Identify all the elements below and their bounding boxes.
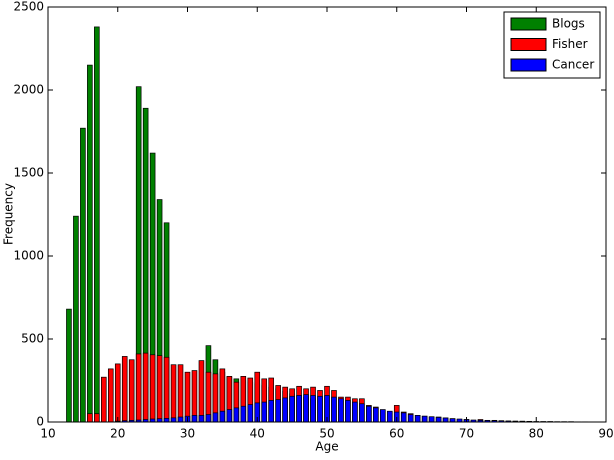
- bar: [269, 400, 274, 422]
- legend-swatch: [511, 39, 546, 51]
- legend-swatch: [511, 18, 546, 30]
- bar: [178, 365, 183, 422]
- x-tick-label: 40: [250, 427, 265, 441]
- x-tick-label: 60: [389, 427, 404, 441]
- y-tick-label: 1000: [13, 249, 44, 263]
- bar: [66, 309, 71, 422]
- bar: [345, 400, 350, 422]
- bar: [115, 364, 120, 422]
- bar: [297, 395, 302, 422]
- x-tick-label: 70: [459, 427, 474, 441]
- bar: [87, 65, 92, 422]
- bar: [143, 353, 148, 422]
- x-tick-label: 80: [529, 427, 544, 441]
- bar: [101, 377, 106, 422]
- bar: [94, 27, 99, 422]
- bar: [352, 402, 357, 422]
- bar: [73, 216, 78, 422]
- bar: [220, 411, 225, 422]
- x-tick-label: 10: [40, 427, 55, 441]
- bar: [164, 418, 169, 422]
- bar: [283, 398, 288, 422]
- x-tick-label: 50: [319, 427, 334, 441]
- y-tick-label: 0: [36, 415, 44, 429]
- bar: [185, 372, 190, 422]
- bar: [150, 355, 155, 422]
- bar: [136, 354, 141, 422]
- bar: [318, 396, 323, 422]
- bar: [199, 361, 204, 422]
- bar: [227, 410, 232, 422]
- bar: [380, 410, 385, 422]
- bar: [415, 415, 420, 422]
- bar: [241, 406, 246, 422]
- bar: [373, 408, 378, 422]
- x-axis-label: Age: [315, 440, 338, 454]
- y-tick-label: 500: [21, 332, 44, 346]
- bar: [248, 405, 253, 422]
- legend-swatch: [511, 59, 546, 71]
- bar: [304, 395, 309, 422]
- bar: [108, 369, 113, 422]
- bar: [262, 402, 267, 422]
- bar: [122, 356, 127, 422]
- bar: [436, 417, 441, 422]
- bar: [171, 418, 176, 422]
- bar: [206, 415, 211, 422]
- y-tick-label: 1500: [13, 166, 44, 180]
- bar: [192, 415, 197, 422]
- y-tick-label: 2000: [13, 83, 44, 97]
- legend-label: Fisher: [552, 37, 588, 51]
- bar: [311, 395, 316, 422]
- bar: [408, 415, 413, 422]
- x-tick-label: 90: [598, 427, 613, 441]
- bar: [129, 360, 134, 422]
- bar: [80, 128, 85, 422]
- bar: [359, 404, 364, 422]
- bar: [366, 406, 371, 422]
- bar: [199, 415, 204, 422]
- x-tick-label: 20: [110, 427, 125, 441]
- bar: [422, 416, 427, 422]
- x-tick-label: 30: [180, 427, 195, 441]
- y-tick-label: 2500: [13, 0, 44, 14]
- bar: [164, 357, 169, 422]
- bar: [87, 414, 92, 422]
- bar: [192, 371, 197, 422]
- bar: [234, 408, 239, 422]
- bar: [276, 400, 281, 422]
- y-axis-label: Frequency: [2, 183, 16, 245]
- legend-label: Cancer: [552, 58, 594, 72]
- bar: [157, 356, 162, 422]
- bar: [171, 365, 176, 422]
- bar: [443, 418, 448, 422]
- bar: [332, 397, 337, 422]
- bar: [290, 396, 295, 422]
- bar: [94, 414, 99, 422]
- bar: [213, 413, 218, 422]
- bar: [401, 413, 406, 422]
- legend-label: Blogs: [552, 17, 585, 31]
- bar: [178, 417, 183, 422]
- bar: [387, 411, 392, 422]
- bar: [339, 399, 344, 422]
- bar: [429, 417, 434, 422]
